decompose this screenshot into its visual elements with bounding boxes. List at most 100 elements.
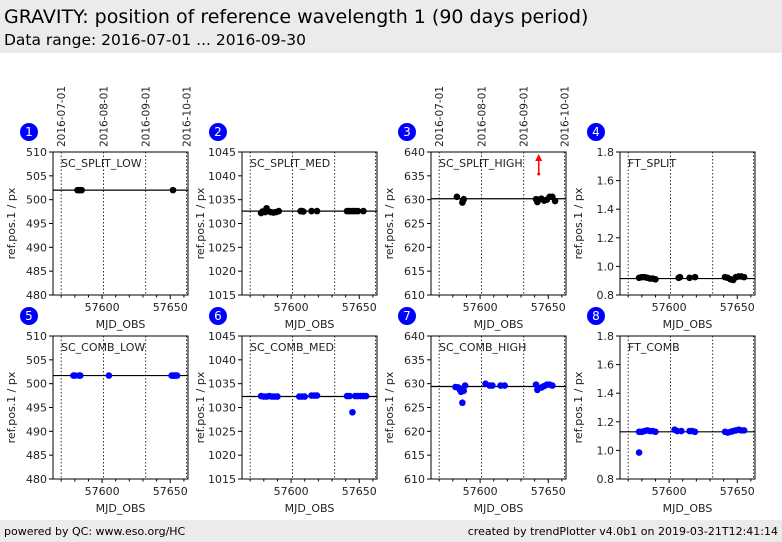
y-tick-label: 480 [26,289,47,302]
x-tick-label: 57650 [153,485,188,498]
data-point [549,382,556,389]
x-axis-label: MJD_OBS [285,318,335,331]
footer-right: created by trendPlotter v4.0b1 on 2019-0… [467,525,778,538]
y-tick-label: 1025 [208,241,236,254]
y-tick-label: 1035 [208,194,236,207]
y-axis-label: ref.pos.1 / px [5,187,18,259]
header: GRAVITY: position of reference wavelengt… [0,0,782,53]
y-tick-label: 1045 [208,146,236,159]
axes-frame [430,335,567,480]
data-point [313,392,321,399]
y-tick-label: 640 [404,146,425,159]
panel-3: 3 2016-07-01 2016-08-01 2016-09-01 2016-10-0… [383,86,572,331]
data-point [678,427,685,435]
panel-4: 4 0.8 1.0 1.2 1.4 1.6 1.8 57600 57650 MJD_OBS ref.… [572,123,756,331]
data-point [459,399,466,407]
x-tick-label: 57650 [531,485,566,498]
panel-title: FT_COMB [628,341,680,354]
x-tick-label: 57600 [85,485,120,498]
x-axis-label: MJD_OBS [96,318,146,331]
y-tick-label: 485 [26,265,47,278]
panel-title: SC_SPLIT_HIGH [439,157,523,170]
panel-1: 1 2016-07-01 2016-08-01 2016-09-01 2016-10-0… [5,86,194,331]
y-tick-label: 505 [26,170,47,183]
data-point [460,195,468,203]
panel-badge-label: 5 [25,309,33,323]
date-tick-label: 2016-07-01 [56,86,68,147]
y-tick-label: 635 [404,354,425,367]
y-tick-label: 500 [26,194,47,207]
data-point [652,428,659,436]
x-tick-label: 57650 [342,485,377,498]
footer-left: powered by QC: www.eso.org/HC [4,525,186,538]
panel-title: FT_SPLIT [628,157,676,170]
panel-badge [398,123,416,141]
x-tick-label: 57600 [274,485,309,498]
x-axis-label: MJD_OBS [663,502,713,515]
data-point [354,207,362,215]
x-tick-label: 57650 [720,485,755,498]
y-tick-label: 490 [26,241,47,254]
data-point [274,393,281,400]
date-tick-label: 2016-08-01 [476,86,488,147]
y-tick-label: 0.8 [597,473,615,486]
y-tick-label: 1020 [208,265,236,278]
data-point [453,193,461,201]
y-tick-label: 1025 [208,425,236,438]
panel-badge-label: 8 [592,309,600,323]
data-point [349,408,356,416]
axes-frame [619,151,756,296]
date-tick-label: 2016-08-01 [98,86,110,147]
y-tick-label: 505 [26,354,47,367]
y-tick-label: 1030 [208,402,236,415]
y-axis-label: ref.pos.1 / px [5,371,18,443]
y-tick-label: 480 [26,473,47,486]
x-axis-label: MJD_OBS [474,318,524,331]
y-tick-label: 0.8 [597,289,615,302]
y-tick-label: 485 [26,449,47,462]
axes-frame [241,335,378,480]
x-axis-label: MJD_OBS [285,502,335,515]
y-tick-label: 500 [26,378,47,391]
y-tick-label: 625 [404,402,425,415]
y-tick-label: 1040 [208,170,236,183]
data-point [169,186,177,194]
y-tick-label: 615 [404,449,425,462]
outlier-arrow-base [537,172,541,176]
data-point [275,207,283,215]
panel-badge [587,307,605,325]
x-tick-label: 57650 [720,301,755,314]
data-point [461,382,469,389]
axes-frame [619,335,756,480]
data-point [78,186,85,194]
panel-title: SC_COMB_HIGH [439,341,526,354]
data-point [740,427,748,434]
axes-frame [52,151,189,296]
panel-8: 8 0.8 1.0 1.2 1.4 1.6 1.8 57600 57650 MJD_OBS ref.… [572,307,756,515]
y-tick-label: 490 [26,425,47,438]
date-tick-label: 2016-07-01 [434,86,446,147]
x-tick-label: 57600 [652,485,687,498]
data-point [676,273,684,281]
data-point [346,392,354,400]
data-point [532,381,540,388]
panel-2: 2 1015 1020 1025 1030 1035 1040 1045 57600 57650 M… [194,123,378,331]
x-tick-label: 57650 [342,301,377,314]
y-tick-label: 640 [404,330,425,343]
y-tick-label: 610 [404,289,425,302]
y-tick-label: 1.8 [597,330,615,343]
panel-badge [20,307,38,325]
y-tick-label: 1020 [208,449,236,462]
y-tick-label: 495 [26,218,47,231]
y-tick-label: 1.2 [597,416,615,429]
y-tick-label: 1.0 [597,260,615,273]
footer: powered by QC: www.eso.org/HC created by… [0,520,782,542]
data-point [300,208,307,215]
data-point [691,273,699,281]
x-tick-label: 57600 [463,485,498,498]
panel-badge-label: 3 [403,125,411,139]
y-tick-label: 1.2 [597,232,615,245]
y-tick-label: 610 [404,473,425,486]
